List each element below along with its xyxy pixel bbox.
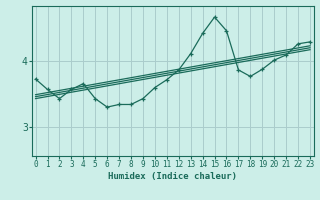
- X-axis label: Humidex (Indice chaleur): Humidex (Indice chaleur): [108, 172, 237, 181]
